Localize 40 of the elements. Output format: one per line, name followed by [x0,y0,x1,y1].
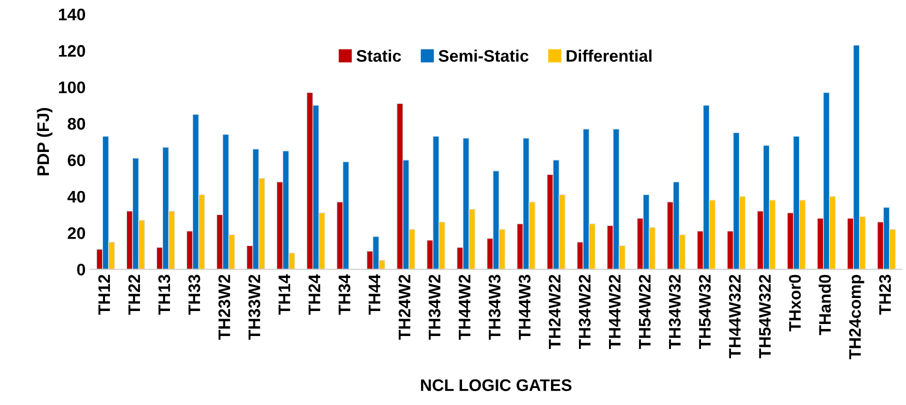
x-tick-label: TH24 [308,274,320,315]
y-axis-title: PDP (FJ) [36,108,52,176]
x-tick-label: TH34W3 [488,274,501,340]
x-tick-label: TH33 [188,274,200,315]
legend-label: Static [356,50,401,62]
x-tick-label: THxor0 [789,274,801,332]
y-tick-label: 140 [58,8,86,20]
x-tick-label: TH22 [128,274,140,315]
x-tick-label: THand0 [818,274,831,336]
x-tick-label: TH34 [338,274,350,315]
x-tick-label: TH14 [278,274,290,315]
x-tick-label: TH44W3 [518,274,531,340]
x-tick-label: TH34W32 [668,274,681,350]
x-tick-label: TH13 [158,274,170,315]
x-tick-label: TH24comp [849,274,864,360]
y-tick-label: 80 [68,118,86,130]
x-tick-label: TH23 [879,274,891,315]
legend-label: Differential [566,50,652,62]
x-tick-label: TH54W32 [698,274,711,350]
x-tick-label: TH44W322 [728,274,741,358]
x-axis-title: NCL LOGIC GATES [421,379,572,392]
x-tick-label: TH12 [98,274,110,315]
y-tick-label: 100 [58,81,86,94]
legend-label: Semi-Static [438,50,528,62]
y-tick-label: 120 [58,45,86,57]
x-tick-label: TH44W2 [458,274,470,340]
x-tick-label: TH54W22 [638,274,651,350]
x-tick-label: TH24W2 [398,274,410,340]
y-tick-label: 20 [68,227,86,240]
x-tick-label: TH24W22 [548,274,560,350]
y-tick-label: 0 [77,264,86,276]
x-tick-label: TH54W322 [758,274,771,358]
y-tick-label: 60 [68,154,86,166]
x-tick-label: TH23W2 [218,274,230,340]
x-tick-label: TH34W2 [428,274,440,340]
x-tick-label: TH44W22 [608,274,620,350]
x-tick-label: TH33W2 [248,274,260,340]
y-tick-label: 40 [67,190,86,203]
x-tick-label: TH34W22 [578,274,591,350]
x-tick-label: TH44 [368,274,380,315]
